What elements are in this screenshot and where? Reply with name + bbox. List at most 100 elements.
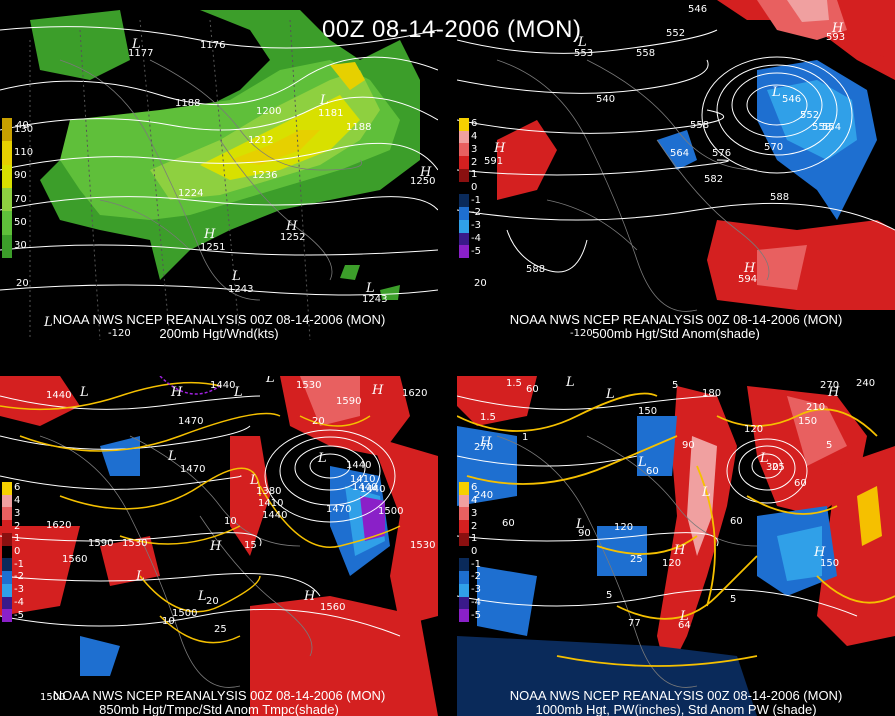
legend-swatch <box>2 507 12 521</box>
contour-label: 591 <box>484 156 503 167</box>
contour-label: 1200 <box>256 106 281 117</box>
contour-label: 1530 <box>122 538 147 549</box>
legend-swatch <box>459 156 469 169</box>
contour-label: 1243 <box>228 284 253 295</box>
legend-swatch <box>459 507 469 521</box>
legend-label: -3 <box>471 584 481 596</box>
contour-label: 1380 <box>256 486 281 497</box>
legend-swatch <box>459 532 469 546</box>
contour-label: 1500 <box>378 506 403 517</box>
legend-label: 4 <box>471 131 478 143</box>
low-pressure-center: L <box>605 387 615 402</box>
legend-label: 4 <box>14 495 21 507</box>
low-pressure-center: L <box>575 517 585 532</box>
contour-label: 1.5 <box>506 378 522 389</box>
legend-label: -1 <box>14 558 24 570</box>
legend-std-anomaly-850: 6 4 3 2 1 0 -1 -2 -3 -4 -5 <box>2 482 24 622</box>
contour-label: 15 <box>244 540 257 551</box>
legend-swatch <box>459 558 469 572</box>
low-pressure-center: L <box>701 485 711 500</box>
legend-label: -4 <box>471 232 481 244</box>
low-pressure-center: L <box>637 455 647 470</box>
legend-label: -4 <box>14 596 24 608</box>
panel-caption-source: NOAA NWS NCEP REANALYSIS 00Z 08-14-2006 … <box>509 688 843 703</box>
legend-label: 6 <box>471 482 478 494</box>
high-pressure-center: H <box>209 539 222 554</box>
contour-label: 552 <box>666 28 685 39</box>
contour-label: 20 <box>474 278 487 289</box>
contour-label: 20 <box>16 278 29 289</box>
panel-1000mb-height-pw: 6027018015027024021015012090603025602409… <box>457 376 895 716</box>
contour-label: 576 <box>712 148 731 159</box>
contour-label: 120 <box>662 558 681 569</box>
legend-label: -5 <box>471 245 481 257</box>
contour-label: 120 <box>614 522 633 533</box>
contour-label: 553 <box>574 48 593 59</box>
legend-swatch <box>459 118 469 131</box>
legend-label: 0 <box>14 546 21 557</box>
panel-caption-variable: 850mb Hgt/Tmpc/Std Anom Tmpc(shade) <box>99 702 339 716</box>
contour-label: 77 <box>628 618 641 629</box>
panel-caption-variable: 1000mb Hgt, PW(inches), Std Anom PW (sha… <box>535 702 817 716</box>
contour-label: 1560 <box>62 554 87 565</box>
panel-caption-variable: 500mb Hgt/Std Anom(shade) <box>592 326 760 341</box>
contour-label: 10 <box>162 616 175 627</box>
legend-swatch <box>2 545 12 559</box>
contour-label: 1470 <box>180 464 205 475</box>
contour-label: 582 <box>704 174 723 185</box>
contour-label: 1500 <box>172 608 197 619</box>
page-title: 00Z 08-14-2006 (MON) <box>322 16 582 43</box>
map-200mb: 1176 1188 1200 1188 1212 1236 1224 1252 1251 1243… <box>0 0 438 340</box>
contour-label: 20 <box>312 416 325 427</box>
contour-label: 25 <box>214 624 227 635</box>
legend-swatch <box>2 164 12 188</box>
contour-label: 564 <box>670 148 689 159</box>
legend-label: 0 <box>471 182 478 193</box>
low-pressure-center: L <box>197 589 207 604</box>
legend-label: -3 <box>14 584 24 596</box>
low-pressure-center: L <box>577 35 587 50</box>
contour-label: 1590 <box>88 538 113 549</box>
legend-swatch <box>459 232 469 246</box>
contour-label: 594 <box>738 274 757 285</box>
low-pressure-center: L <box>131 37 141 52</box>
legend-label: 3 <box>14 507 21 519</box>
legend-swatch <box>2 596 12 610</box>
legend-label: -1 <box>471 194 481 206</box>
contour-label: 25 <box>630 554 643 565</box>
high-pressure-center: H <box>479 435 492 450</box>
contour-label: 60 <box>526 384 539 395</box>
low-pressure-center: L <box>167 449 177 464</box>
contour-label: 64 <box>678 620 691 631</box>
contour-label: 270 <box>474 442 493 453</box>
legend-swatch <box>2 532 12 546</box>
high-pressure-center: H <box>371 383 384 398</box>
high-pressure-center: H <box>831 21 844 36</box>
contour-label: 210 <box>806 402 825 413</box>
high-pressure-center: H <box>493 141 506 156</box>
legend-swatch <box>2 188 12 212</box>
contour-label: 270 <box>820 380 839 391</box>
legend-label: 50 <box>14 217 27 228</box>
contour-label: 180 <box>702 388 721 399</box>
legend-swatch <box>2 520 12 533</box>
high-pressure-center: H <box>743 261 756 276</box>
contour-label: 60 <box>794 478 807 489</box>
legend-swatch <box>459 596 469 610</box>
low-pressure-center: L <box>265 376 275 386</box>
contour-label: 5 <box>826 440 832 451</box>
contour-label: 558 <box>636 48 655 59</box>
map-1000mb: 6027018015027024021015012090603025602409… <box>457 376 895 716</box>
contour-label: 1410 <box>350 474 375 485</box>
legend-label: 110 <box>14 147 34 158</box>
low-pressure-center: L <box>771 85 781 100</box>
low-pressure-center: L <box>759 451 769 466</box>
legend-swatch <box>2 494 12 508</box>
contour-label: 5 <box>672 380 678 391</box>
legend-swatch <box>459 143 469 157</box>
low-pressure-center: L <box>231 269 241 284</box>
contour-label: 5 <box>730 594 736 605</box>
legend-label: 130 <box>14 123 34 135</box>
contour-label: 150 <box>798 416 817 427</box>
